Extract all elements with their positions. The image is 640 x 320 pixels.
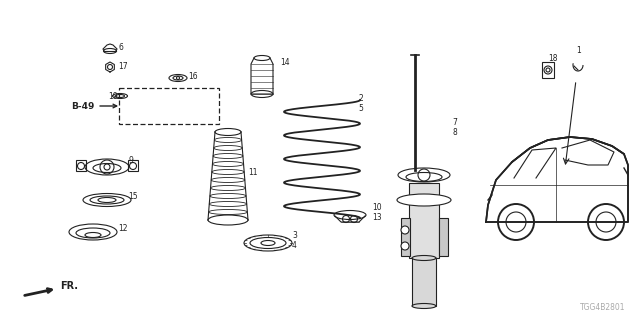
Text: 15: 15 [128, 191, 138, 201]
Bar [409, 183, 439, 258]
Ellipse shape [412, 255, 436, 260]
Text: 19: 19 [108, 92, 118, 100]
Text: 11: 11 [248, 167, 257, 177]
Text: TGG4B2801: TGG4B2801 [579, 303, 625, 312]
Ellipse shape [104, 49, 116, 53]
Bar [439, 218, 448, 256]
Polygon shape [486, 137, 628, 222]
Bar [412, 258, 436, 306]
Text: 13: 13 [372, 212, 381, 221]
Text: 10: 10 [372, 203, 381, 212]
Text: 16: 16 [188, 71, 198, 81]
Text: 1: 1 [576, 45, 580, 54]
Text: 4: 4 [292, 241, 297, 250]
Text: 3: 3 [292, 230, 297, 239]
Text: FR.: FR. [25, 281, 78, 295]
Text: 7: 7 [452, 117, 457, 126]
Circle shape [401, 242, 409, 250]
Bar [401, 218, 410, 256]
Bar [128, 160, 138, 171]
Text: B-49: B-49 [71, 101, 116, 110]
Bar [119, 88, 219, 124]
Text: 18: 18 [548, 53, 557, 62]
Text: 12: 12 [118, 223, 127, 233]
Text: 9: 9 [128, 156, 133, 164]
Ellipse shape [251, 91, 273, 98]
Circle shape [401, 226, 409, 234]
Ellipse shape [215, 129, 241, 135]
Text: 17: 17 [118, 61, 127, 70]
Ellipse shape [397, 194, 451, 206]
Text: 8: 8 [452, 127, 457, 137]
Bar [76, 160, 86, 171]
Ellipse shape [412, 303, 436, 308]
Text: 5: 5 [358, 103, 363, 113]
Text: 6: 6 [118, 43, 123, 52]
Text: 2: 2 [358, 93, 363, 102]
Bar [542, 62, 554, 78]
Text: 14: 14 [280, 58, 290, 67]
Ellipse shape [208, 215, 248, 225]
